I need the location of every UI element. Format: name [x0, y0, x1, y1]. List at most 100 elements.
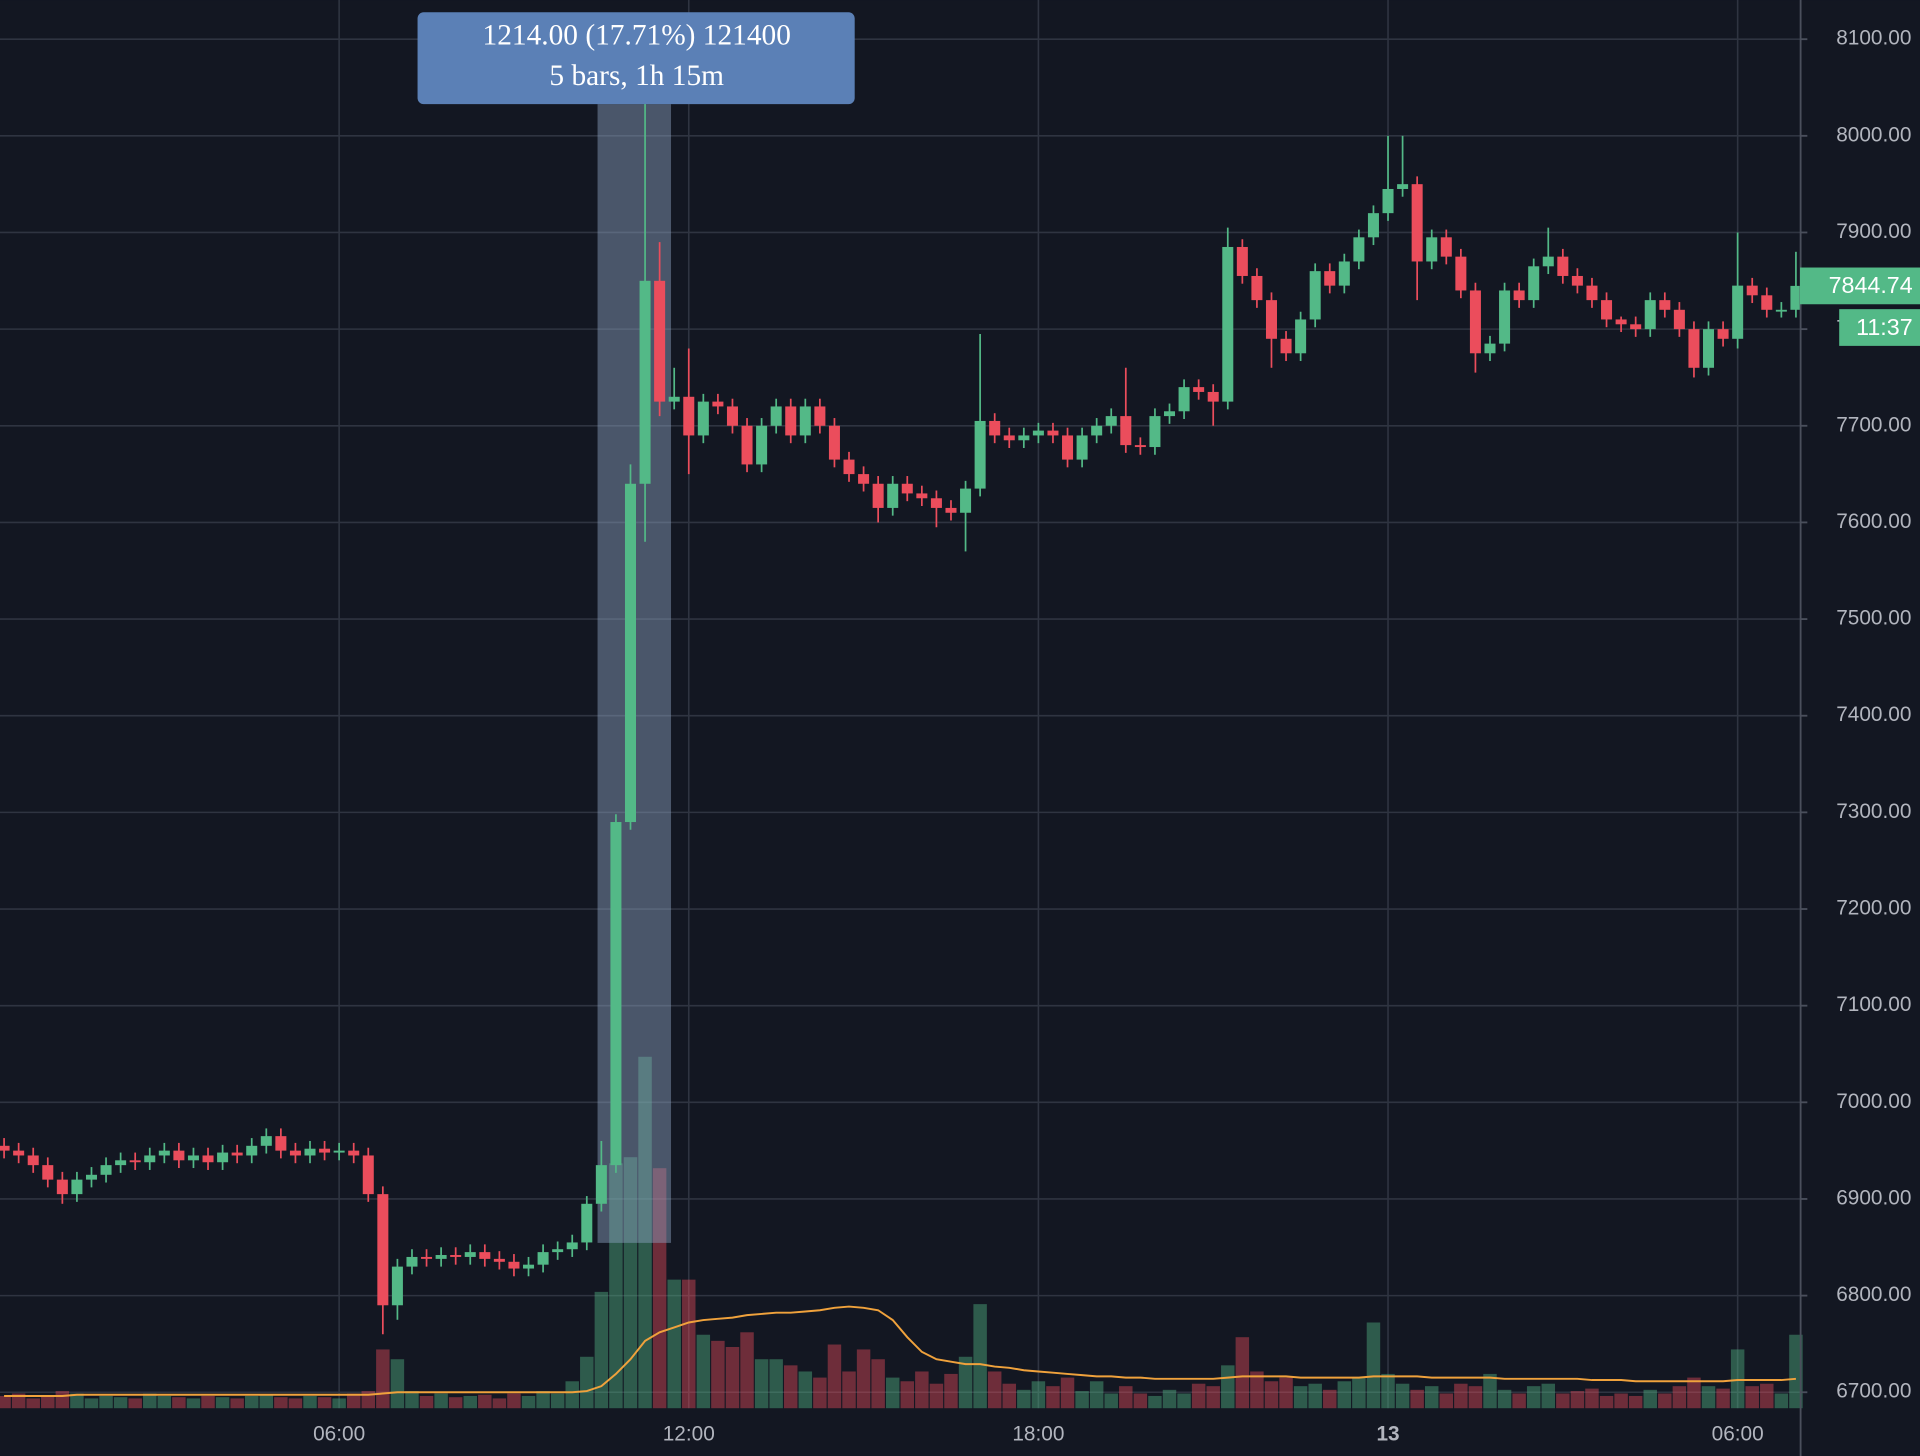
candle-body: [421, 1256, 433, 1259]
y-tick-label: 6800.00: [1836, 1283, 1911, 1306]
volume-bar: [215, 1397, 230, 1409]
volume-bar: [317, 1397, 332, 1409]
candle-body: [1338, 261, 1350, 286]
volume-bar: [973, 1304, 987, 1409]
volume-bar: [70, 1393, 84, 1409]
volume-bar: [201, 1395, 215, 1409]
candle-body: [1280, 338, 1292, 354]
candle-body: [1149, 416, 1161, 448]
candle-body: [537, 1252, 549, 1265]
volume-bar: [55, 1391, 70, 1409]
candle-body: [1120, 416, 1132, 446]
volume-bar: [172, 1397, 186, 1409]
volume-bar: [1483, 1373, 1497, 1409]
candle-body: [391, 1266, 403, 1306]
candle-body: [508, 1261, 520, 1269]
volume-bar: [1323, 1389, 1337, 1409]
volume-bar: [1352, 1377, 1366, 1409]
candle-body: [1047, 430, 1059, 436]
volume-bar: [1337, 1381, 1352, 1409]
volume-bar: [41, 1395, 55, 1409]
volume-bar: [99, 1395, 113, 1409]
candle-body: [901, 483, 913, 494]
candle-body: [1688, 329, 1700, 368]
volume-bar: [754, 1359, 769, 1409]
candle-body: [960, 488, 972, 513]
volume-bar: [1526, 1386, 1541, 1409]
candle-body: [333, 1150, 345, 1153]
volume-bar: [1264, 1381, 1279, 1409]
candle-body: [1542, 256, 1554, 267]
candle-body: [1265, 300, 1277, 339]
candle-body: [1571, 275, 1583, 286]
x-tick-label: 06:00: [1712, 1423, 1764, 1446]
candle-body: [566, 1242, 578, 1250]
volume-bar: [1089, 1381, 1104, 1409]
volume-bar: [1745, 1386, 1759, 1409]
volume-bar: [26, 1398, 40, 1409]
candle-body: [843, 459, 855, 475]
y-tick-label: 7900.00: [1836, 220, 1911, 243]
price-tag: [1800, 267, 1920, 305]
candle-body: [726, 406, 738, 426]
candle-body: [1295, 319, 1307, 354]
volume-bar: [390, 1359, 405, 1409]
volume-bar: [11, 1393, 26, 1409]
volume-bar: [784, 1365, 798, 1409]
x-tick-label: 06:00: [313, 1423, 365, 1446]
volume-bar: [827, 1344, 842, 1409]
y-tick-label: 7200.00: [1836, 897, 1911, 920]
candle-body: [1673, 309, 1685, 330]
volume-bar: [871, 1359, 885, 1409]
volume-bar: [113, 1397, 128, 1409]
volume-bar: [1046, 1386, 1060, 1409]
candle-body: [814, 406, 826, 426]
volume-bar: [1221, 1365, 1235, 1409]
volume-bar: [1672, 1386, 1687, 1409]
volume-bar: [84, 1398, 99, 1409]
candle-body: [1324, 271, 1336, 286]
volume-bar: [769, 1359, 783, 1409]
y-tick-label: 8100.00: [1836, 27, 1911, 50]
candle-body: [581, 1203, 593, 1243]
candle-body: [187, 1155, 199, 1161]
volume-bar: [303, 1395, 317, 1409]
volume-bar: [1570, 1391, 1585, 1409]
candle-body: [1091, 425, 1103, 436]
volume-bar: [696, 1334, 711, 1409]
volume-bar: [1206, 1386, 1220, 1409]
x-tick-label: 13: [1376, 1423, 1399, 1446]
volume-bar: [944, 1373, 958, 1409]
volume-bar: [143, 1393, 157, 1409]
volume-bar: [448, 1397, 463, 1409]
candle-body: [1062, 435, 1074, 460]
volume-bar: [1774, 1393, 1789, 1409]
volume-bar: [1104, 1393, 1118, 1409]
volume-bar: [1512, 1393, 1526, 1409]
volume-bar: [1410, 1389, 1424, 1409]
volume-bar: [288, 1398, 303, 1409]
volume-bar: [1191, 1383, 1206, 1409]
candle-body: [1134, 445, 1146, 448]
candle-body: [1236, 246, 1248, 276]
candle-body: [1018, 435, 1030, 441]
candle-body: [887, 483, 899, 508]
volume-bar: [623, 1157, 638, 1409]
volume-bar: [1730, 1349, 1745, 1409]
volume-bar: [1789, 1334, 1803, 1409]
volume-bar: [1424, 1386, 1439, 1409]
candle-body: [1367, 213, 1379, 238]
candle-body: [785, 406, 797, 436]
candle-body: [56, 1179, 68, 1195]
x-tick-label: 18:00: [1012, 1423, 1064, 1446]
candle-body: [1163, 411, 1176, 417]
candle-body: [1105, 416, 1117, 426]
candle-body: [741, 425, 753, 465]
volume-bar: [128, 1398, 142, 1409]
candle-body: [464, 1252, 476, 1257]
candle-body: [974, 420, 986, 489]
candle-body: [348, 1150, 360, 1156]
volume-bar: [376, 1349, 390, 1409]
grid: [0, 0, 1800, 1409]
